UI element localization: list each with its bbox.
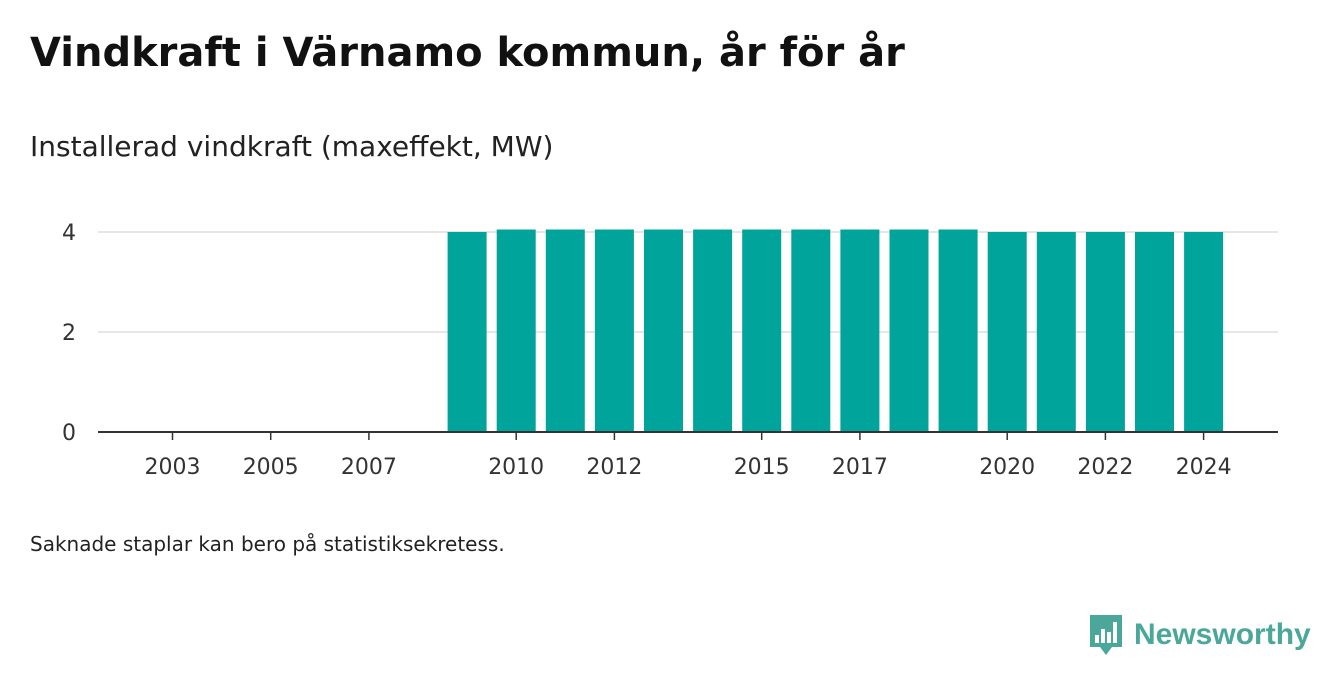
x-tick-label: 2020 (979, 455, 1035, 480)
bars (447, 229, 1224, 432)
bar-2019 (938, 229, 978, 432)
bar-2009 (447, 232, 487, 432)
x-tick-label: 2010 (488, 455, 544, 480)
x-tick-label: 2015 (734, 455, 790, 480)
x-tick-label: 2024 (1176, 455, 1232, 480)
bar-2022 (1085, 232, 1125, 432)
bar-2016 (791, 229, 831, 432)
bar-2023 (1135, 232, 1174, 432)
footnote: Saknade staplar kan bero på statistiksek… (30, 532, 505, 556)
chart-subtitle: Installerad vindkraft (maxeffekt, MW) (30, 130, 554, 163)
x-tick-label: 2003 (145, 455, 201, 480)
brand-name: Newsworthy (1134, 618, 1311, 651)
bar-2011 (545, 229, 585, 432)
y-tick-labels: 0 2 4 (62, 221, 76, 446)
bar-chart-speech-bubble-icon (1090, 615, 1122, 655)
x-tick-labels: 2003 2005 2007 2010 2012 2015 2017 2020 2022 2024 (145, 432, 1232, 480)
x-tick-label: 2005 (243, 455, 299, 480)
bar-2017 (840, 229, 880, 432)
bar-2013 (644, 229, 683, 432)
y-tick-label: 0 (62, 421, 76, 446)
x-tick-label: 2012 (586, 455, 642, 480)
x-tick-label: 2017 (832, 455, 888, 480)
bar-2021 (1036, 232, 1076, 432)
chart-title: Vindkraft i Värnamo kommun, år för år (30, 30, 905, 76)
bar-2012 (594, 229, 634, 432)
bar-2020 (987, 232, 1027, 432)
bar-2024 (1184, 232, 1224, 432)
bar-2014 (693, 229, 733, 432)
bar-2010 (496, 229, 536, 432)
bar-2018 (889, 229, 929, 432)
y-tick-label: 4 (62, 221, 76, 246)
y-tick-label: 2 (62, 321, 76, 346)
x-tick-label: 2007 (341, 455, 397, 480)
bar-chart: 0 2 4 2003 2005 2007 2010 2012 2015 2017 2020 2022… (62, 221, 1278, 480)
x-tick-label: 2022 (1077, 455, 1133, 480)
bar-2015 (742, 229, 782, 432)
brand-logo: Newsworthy (1088, 610, 1311, 660)
grid-lines (98, 231, 1278, 333)
